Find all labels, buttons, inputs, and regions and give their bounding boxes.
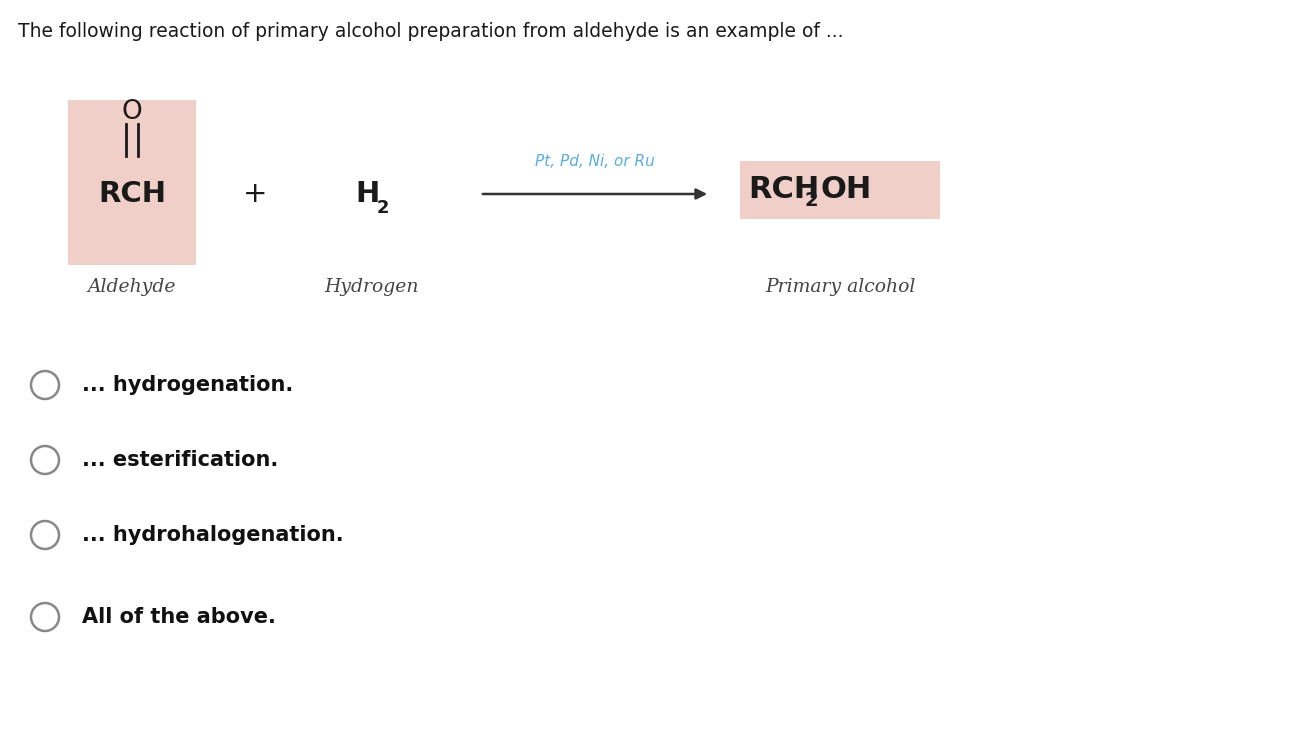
Text: H: H: [355, 180, 379, 208]
Text: RCH: RCH: [97, 180, 166, 208]
Text: The following reaction of primary alcohol preparation from aldehyde is an exampl: The following reaction of primary alcoho…: [18, 22, 844, 41]
Text: RCH: RCH: [747, 176, 820, 204]
Text: 2: 2: [376, 199, 390, 217]
Text: Pt, Pd, Ni, or Ru: Pt, Pd, Ni, or Ru: [536, 154, 655, 170]
Text: OH: OH: [821, 176, 873, 204]
Text: ... hydrogenation.: ... hydrogenation.: [82, 375, 293, 395]
Text: All of the above.: All of the above.: [82, 607, 276, 627]
FancyBboxPatch shape: [740, 161, 940, 219]
Text: O: O: [121, 99, 142, 125]
Text: +: +: [242, 180, 267, 208]
FancyBboxPatch shape: [68, 100, 196, 265]
Text: ... esterification.: ... esterification.: [82, 450, 278, 470]
Text: ... hydrohalogenation.: ... hydrohalogenation.: [82, 525, 343, 545]
Text: Primary alcohol: Primary alcohol: [765, 278, 915, 296]
Text: Aldehyde: Aldehyde: [88, 278, 176, 296]
Text: Hydrogen: Hydrogen: [325, 278, 420, 296]
Text: 2: 2: [805, 190, 819, 209]
